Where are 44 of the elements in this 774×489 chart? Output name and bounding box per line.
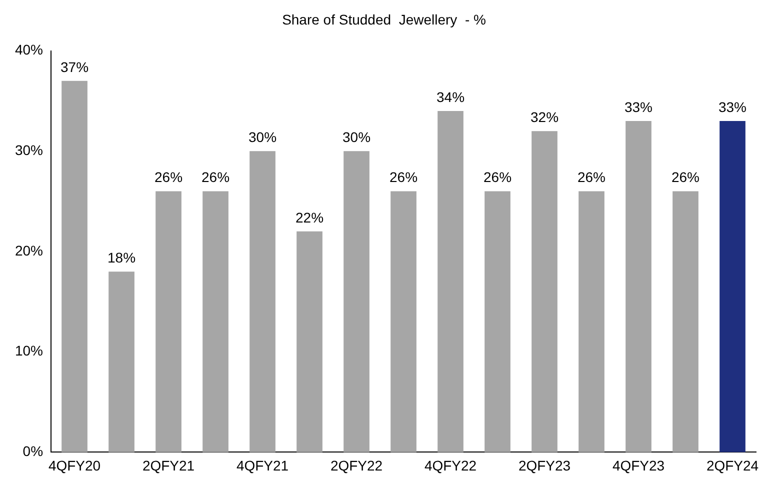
x-tick-label: 2QFY21 — [142, 457, 195, 474]
bar — [202, 191, 228, 452]
data-label: 26% — [483, 169, 512, 186]
y-tick-label: 30% — [14, 142, 44, 158]
bar — [108, 272, 134, 452]
bar — [62, 80, 88, 452]
y-tick-label: 40% — [14, 42, 44, 58]
x-tick-label: 4QFY23 — [612, 457, 665, 474]
bar — [578, 191, 604, 452]
x-tick-label: 4QFY21 — [236, 457, 289, 474]
bar — [250, 151, 276, 452]
bar — [156, 191, 182, 452]
x-tick-label: 2QFY23 — [518, 457, 571, 474]
data-label: 26% — [202, 169, 230, 186]
bar — [672, 191, 698, 452]
data-label: 33% — [624, 98, 653, 115]
data-label: 22% — [295, 209, 324, 226]
x-tick-label: 2QFY22 — [330, 457, 383, 474]
bar — [626, 121, 652, 452]
bar — [720, 121, 746, 452]
bar — [484, 191, 510, 452]
data-label: 30% — [342, 129, 371, 146]
y-tick-label: 20% — [14, 242, 44, 258]
x-tick-label: 4QFY22 — [424, 457, 477, 474]
data-label: 37% — [60, 58, 89, 75]
x-tick-label: 2QFY24 — [706, 457, 759, 474]
y-tick-label: 10% — [14, 342, 44, 359]
data-label: 26% — [671, 169, 700, 186]
bar — [532, 131, 558, 452]
data-label: 34% — [436, 88, 465, 105]
data-label: 26% — [154, 169, 183, 186]
data-label: 26% — [389, 169, 418, 186]
bar — [438, 111, 464, 452]
data-label: 30% — [248, 129, 277, 146]
data-label: 26% — [577, 169, 606, 186]
y-tick-label: 0% — [22, 443, 44, 460]
x-tick-label: 4QFY20 — [48, 457, 101, 474]
bar — [296, 231, 322, 452]
data-label: 32% — [530, 108, 559, 125]
data-label: 18% — [108, 249, 136, 266]
data-label: 33% — [718, 98, 747, 115]
bar — [390, 191, 416, 452]
chart-title: Share of Studded Jewellery - % — [282, 11, 486, 28]
bar — [344, 151, 370, 452]
